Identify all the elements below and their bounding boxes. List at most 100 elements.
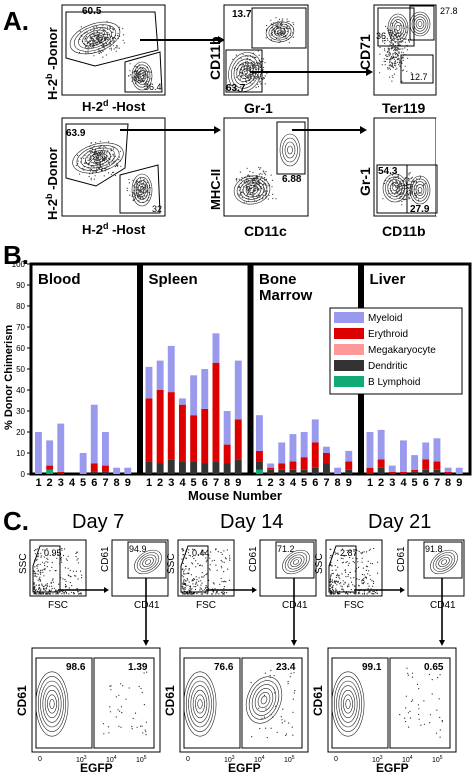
event-dot — [77, 578, 79, 580]
event-dot — [390, 29, 392, 31]
event-dot — [132, 199, 134, 202]
event-dot — [377, 561, 379, 563]
event-dot — [131, 728, 133, 730]
event-dot — [118, 159, 120, 161]
event-dot — [240, 71, 242, 73]
event-dot — [223, 581, 225, 583]
event-dot — [258, 182, 260, 184]
event-dot — [286, 20, 288, 22]
event-dot — [201, 582, 203, 584]
event-dot — [51, 588, 53, 590]
event-dot — [182, 593, 184, 595]
event-dot — [361, 578, 364, 580]
event-dot — [78, 591, 80, 593]
event-dot — [398, 62, 400, 64]
event-dot — [280, 22, 283, 24]
event-dot — [368, 570, 370, 572]
event-dot — [201, 576, 203, 578]
event-dot — [190, 574, 193, 576]
event-dot — [86, 31, 88, 33]
event-dot — [409, 178, 411, 180]
event-dot — [45, 588, 48, 590]
event-dot — [398, 58, 400, 60]
event-dot — [397, 177, 400, 180]
event-dot — [77, 558, 79, 560]
event-dot — [408, 189, 410, 192]
event-dot — [272, 716, 274, 718]
event-dot — [423, 723, 425, 725]
event-dot — [353, 592, 355, 594]
event-dot — [347, 586, 349, 588]
event-dot — [188, 554, 190, 557]
contour-line — [340, 689, 356, 719]
event-dot — [373, 580, 375, 583]
event-dot — [183, 569, 185, 571]
event-dot — [88, 176, 90, 178]
x-axis-label: Gr-1 — [244, 100, 273, 116]
event-dot — [280, 716, 282, 718]
event-dot — [408, 174, 410, 176]
event-dot — [55, 569, 57, 572]
contour-line — [192, 689, 208, 719]
event-dot — [361, 582, 363, 584]
event-dot — [337, 581, 339, 584]
event-dot — [90, 157, 92, 160]
bar-segment-myeloid — [201, 369, 209, 409]
x-tick-label: 7 — [213, 477, 219, 489]
event-dot — [115, 50, 117, 52]
contour-line — [251, 684, 277, 716]
event-dot — [277, 22, 279, 25]
event-dot — [190, 589, 192, 591]
event-dot — [384, 37, 386, 39]
contour-line — [188, 680, 212, 728]
x-tick-label: 5 — [191, 477, 197, 489]
bar-segment-b-lymphoid — [256, 469, 263, 474]
event-dot — [402, 52, 404, 54]
event-dot — [358, 592, 360, 594]
event-dot — [247, 187, 249, 189]
event-dot — [260, 61, 262, 63]
contour-line — [135, 180, 149, 200]
event-dot — [211, 593, 213, 595]
event-dot — [101, 167, 103, 169]
event-dot — [241, 64, 243, 66]
event-dot — [101, 38, 104, 41]
event-dot — [388, 29, 390, 32]
contour-line — [430, 549, 458, 575]
event-dot — [107, 155, 109, 157]
event-dot — [355, 593, 357, 595]
event-dot — [102, 25, 104, 27]
gate — [241, 657, 303, 749]
bar-segment-erythroid — [411, 469, 419, 472]
event-dot — [34, 575, 36, 578]
event-dot — [187, 592, 189, 594]
event-dot — [142, 196, 144, 198]
x-tick-label: 9 — [235, 477, 241, 489]
event-dot — [356, 578, 358, 580]
event-dot — [187, 579, 189, 581]
event-dot — [248, 186, 250, 189]
event-dot — [373, 593, 375, 595]
y-tick-label: 80 — [16, 302, 25, 311]
event-dot — [101, 36, 103, 39]
event-dot — [215, 593, 217, 595]
event-dot — [189, 588, 191, 590]
event-dot — [395, 191, 397, 193]
event-dot — [335, 588, 337, 590]
event-dot — [397, 185, 399, 188]
event-dot — [75, 164, 77, 167]
event-dot — [87, 162, 89, 165]
event-dot — [259, 65, 261, 67]
event-dot — [265, 193, 267, 195]
x-axis-label: FSC — [48, 600, 68, 611]
event-dot — [384, 32, 386, 34]
contour-line — [131, 173, 153, 207]
event-dot — [278, 18, 281, 20]
event-dot — [418, 708, 420, 710]
event-dot — [347, 593, 349, 595]
event-dot — [94, 40, 96, 43]
event-dot — [56, 590, 59, 592]
event-dot — [395, 47, 397, 49]
x-tick-label: 3 — [279, 477, 285, 489]
